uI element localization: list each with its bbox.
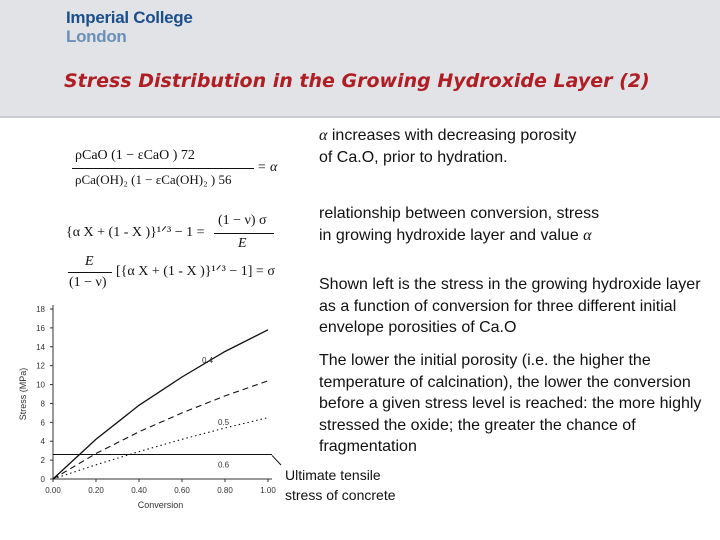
equation-2-numerator: (1 − ν) σ [218, 213, 267, 228]
paragraph-relationship: relationship between conversion, stress … [319, 203, 609, 246]
paragraph-1-text: increases with decreasing porosity of Ca… [319, 127, 577, 166]
alpha-symbol: α [583, 226, 592, 244]
y-tick-label: 14 [36, 343, 45, 352]
slide-title: Stress Distribution in the Growing Hydro… [64, 70, 650, 92]
series-line-0.5 [52, 380, 269, 480]
y-tick-label: 18 [36, 305, 45, 314]
equation-3-fraction-bar [68, 272, 112, 273]
x-tick-label: 0.60 [174, 486, 190, 495]
paragraph-shown-left: Shown left is the stress in the growing … [319, 276, 701, 336]
equation-2-lhs: {α X + (1 - X )}¹ᐟ³ − 1 = [66, 225, 205, 240]
y-tick-label: 2 [41, 456, 46, 465]
paragraph-alpha-porosity: α increases with decreasing porosity of … [319, 125, 579, 168]
slide-header [0, 0, 720, 116]
annotation-line1: Ultimate tensile [285, 467, 381, 483]
ultimate-tensile-annotation: Ultimate tensile stress of concrete [285, 465, 425, 505]
x-axis-label: Conversion [138, 500, 184, 510]
series-line-0.4 [52, 329, 269, 480]
x-tick-label: 0.00 [45, 486, 61, 495]
equation-1-fraction-bar [72, 168, 254, 169]
y-tick-label: 10 [36, 381, 45, 390]
y-axis-label: Stress (MPa) [18, 368, 28, 421]
x-tick-label: 0.20 [88, 486, 104, 495]
equation-3-body: [{α X + (1 - X )}¹ᐟ³ − 1] = σ [116, 264, 275, 279]
equation-1-numerator: ρCaO (1 − εCaO ) 72 [75, 148, 195, 163]
y-tick-label: 6 [41, 418, 46, 427]
series-label: 0.6 [218, 460, 230, 469]
y-tick-label: 4 [41, 437, 46, 446]
header-divider [0, 116, 720, 118]
equation-3-denominator: (1 − ν) [69, 275, 107, 290]
logo-line1: Imperial College [66, 8, 193, 27]
x-tick-label: 1.00 [260, 486, 276, 495]
alpha-symbol: α [319, 127, 328, 144]
y-tick-label: 16 [36, 324, 45, 333]
series-label: 0.5 [218, 418, 230, 427]
equation-2-fraction-bar [214, 233, 274, 234]
x-tick-label: 0.40 [131, 486, 147, 495]
series-line-0.6 [52, 417, 269, 480]
stress-conversion-chart: 0 2 4 6 8 10 12 14 16 18 0.00 0.20 0.40 0.60 0.80 1.00 C… [18, 305, 282, 510]
equation-2-denominator: E [238, 236, 247, 251]
y-tick-label: 0 [41, 475, 46, 484]
paragraph-lower-porosity: The lower the initial porosity (i.e. the… [319, 352, 702, 455]
annotation-pointer [271, 455, 282, 466]
x-tick-label: 0.80 [217, 486, 233, 495]
institution-logo: Imperial College London [66, 8, 193, 46]
equation-1-rhs: = α [257, 160, 278, 175]
y-tick-label: 8 [41, 399, 46, 408]
y-tick-label: 12 [36, 362, 45, 371]
equation-3-numerator: E [85, 254, 94, 269]
annotation-line2: stress of concrete [285, 487, 396, 503]
paragraph-2-text: relationship between conversion, stress … [319, 205, 600, 244]
series-label: 0.4 [202, 356, 214, 365]
logo-line2: London [66, 27, 127, 46]
equation-1-denominator: ρCa(OH)₂ (1 − εCa(OH)₂ ) 56 [75, 172, 232, 187]
